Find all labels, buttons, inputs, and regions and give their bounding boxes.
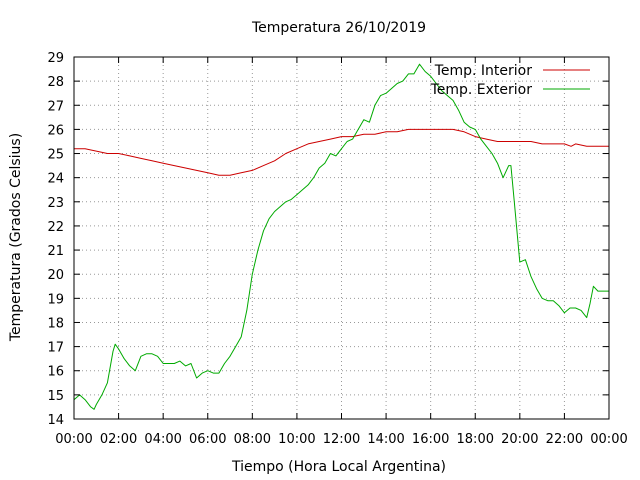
y-tick-label: 23 [47,196,64,211]
x-tick-label: 00:00 [590,432,627,447]
legend-label-temp-exterior: Temp. Exterior [430,82,533,98]
x-tick-label: 06:00 [189,432,226,447]
y-tick-label: 17 [47,341,64,356]
series-line-temp-interior [74,128,609,176]
series-line-temp-exterior [73,63,609,410]
y-tick-label: 24 [47,172,64,187]
y-tick-label: 16 [47,365,64,380]
y-tick-label: 29 [47,51,64,66]
tick-labels: 00:00 02:00 04:00 06:00 08:00 10:00 12:00 14:00… [47,51,627,447]
x-axis-label: Tiempo (Hora Local Argentina) [231,459,446,475]
axis-ticks [73,56,610,420]
y-tick-label: 15 [47,389,64,404]
y-tick-label: 21 [47,244,64,259]
y-tick-label: 19 [47,292,64,307]
x-tick-label: 04:00 [144,432,181,447]
series-layer [73,63,609,410]
y-tick-label: 22 [47,220,64,235]
x-tick-label: 16:00 [412,432,449,447]
y-tick-label: 14 [47,413,64,428]
x-tick-label: 08:00 [234,432,271,447]
y-axis-label: Temperatura (Grados Celsius) [8,133,24,342]
x-tick-label: 22:00 [546,432,583,447]
y-tick-label: 20 [47,268,64,283]
y-tick-label: 25 [47,148,64,163]
x-tick-label: 20:00 [501,432,538,447]
chart-title: Temperatura 26/10/2019 [251,20,426,36]
x-tick-label: 00:00 [55,432,92,447]
x-tick-label: 12:00 [323,432,360,447]
y-tick-label: 28 [47,75,64,90]
grid-lines [74,57,609,419]
legend-label-temp-interior: Temp. Interior [434,63,533,79]
x-tick-label: 02:00 [100,432,137,447]
y-tick-label: 18 [47,316,64,331]
legend: Temp. Interior Temp. Exterior [430,63,590,98]
y-tick-label: 26 [47,123,64,138]
x-tick-label: 10:00 [278,432,315,447]
x-tick-label: 14:00 [367,432,404,447]
x-tick-label: 18:00 [457,432,494,447]
y-tick-label: 27 [47,99,64,114]
